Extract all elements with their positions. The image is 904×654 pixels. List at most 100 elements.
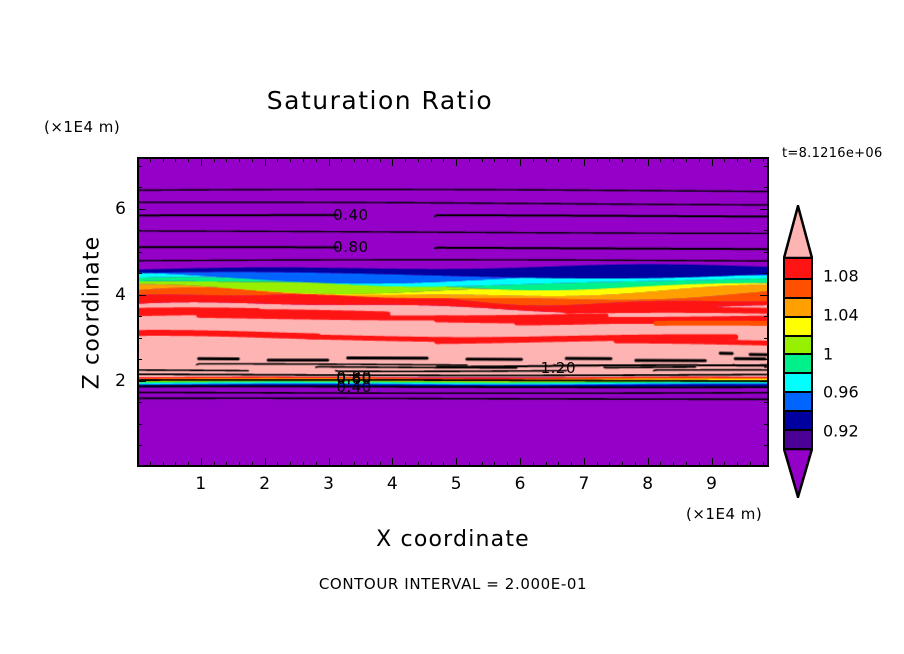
- x-axis-minor-tick: [494, 157, 496, 162]
- x-axis-minor-tick: [443, 157, 445, 162]
- x-axis-minor-tick: [507, 462, 509, 467]
- x-axis-minor-tick: [430, 462, 432, 467]
- x-axis-minor-tick: [686, 157, 687, 162]
- y-axis-minor-tick: [764, 251, 769, 253]
- contour-line-label: 0.40: [336, 378, 372, 397]
- colorbar-band: [785, 334, 811, 354]
- x-axis-minor-tick: [239, 462, 241, 467]
- x-axis-minor-tick: [354, 157, 356, 162]
- x-axis-tick: [456, 458, 458, 467]
- x-axis-tick: [647, 458, 649, 467]
- x-axis-minor-tick: [532, 462, 534, 467]
- x-axis-tick: [456, 157, 458, 166]
- x-axis-minor-tick: [532, 157, 534, 162]
- x-axis-minor-tick: [737, 462, 739, 467]
- x-axis-units-label: (×1E4 m): [686, 505, 763, 523]
- colorbar-band: [785, 429, 811, 448]
- x-axis-tick: [392, 458, 394, 467]
- x-axis-tick: [583, 157, 585, 166]
- x-axis-tick: [328, 458, 330, 467]
- y-axis-minor-tick: [764, 316, 769, 318]
- y-axis-tick: [137, 380, 146, 382]
- x-axis-minor-tick: [251, 157, 253, 162]
- colorbar-over-cap: [782, 201, 814, 260]
- y-axis-units-label: (×1E4 m): [44, 118, 121, 136]
- y-axis-tick: [760, 294, 769, 296]
- x-axis-minor-tick: [571, 462, 573, 467]
- x-axis-minor-tick: [162, 462, 164, 467]
- x-axis-minor-tick: [698, 462, 700, 467]
- x-axis-minor-tick: [571, 157, 573, 162]
- x-axis-tick-label: 8: [642, 474, 654, 494]
- y-axis-minor-tick: [137, 230, 142, 232]
- x-axis-minor-tick: [315, 157, 317, 162]
- x-axis-minor-tick: [149, 157, 151, 162]
- x-axis-minor-tick: [634, 462, 636, 467]
- contour-line-label: 0.80: [336, 367, 372, 386]
- x-axis-minor-tick: [226, 157, 228, 162]
- x-axis-minor-tick: [315, 462, 317, 467]
- y-axis-title: Z coordinate: [79, 235, 105, 390]
- colorbar[interactable]: [782, 201, 814, 502]
- colorbar-band: [785, 315, 811, 335]
- x-axis-minor-tick: [354, 462, 356, 467]
- x-axis-minor-tick: [507, 157, 509, 162]
- x-axis-minor-tick: [686, 462, 687, 467]
- y-axis-minor-tick: [764, 359, 769, 361]
- y-axis-minor-tick: [137, 165, 142, 167]
- y-axis-minor-tick: [764, 445, 769, 447]
- x-axis-minor-tick: [481, 462, 483, 467]
- x-axis-minor-tick: [596, 462, 598, 467]
- y-axis-minor-tick: [137, 187, 142, 189]
- contour-line-label: 0.40: [333, 206, 369, 225]
- x-axis-tick-label: 4: [386, 474, 398, 494]
- x-axis-minor-tick: [673, 462, 675, 467]
- x-axis-minor-tick: [277, 462, 279, 467]
- x-axis-minor-tick: [366, 462, 368, 467]
- x-axis-minor-tick: [302, 462, 304, 467]
- contour-line-label: 1.20: [540, 358, 577, 377]
- contour-plot-area[interactable]: [137, 157, 769, 467]
- colorbar-tick-label: 1.08: [823, 266, 859, 286]
- x-axis-minor-tick: [494, 462, 496, 467]
- y-axis-minor-tick: [764, 230, 769, 232]
- x-axis-minor-tick: [405, 157, 407, 162]
- y-axis-minor-tick: [137, 251, 142, 253]
- x-axis-minor-tick: [762, 462, 764, 467]
- x-axis-minor-tick: [175, 462, 177, 467]
- x-axis-minor-tick: [405, 462, 407, 467]
- y-axis-minor-tick: [137, 359, 142, 361]
- x-axis-minor-tick: [660, 462, 662, 467]
- y-axis-minor-tick: [764, 165, 769, 167]
- y-axis-minor-tick: [137, 445, 142, 447]
- x-axis-title: X coordinate: [376, 527, 530, 552]
- x-axis-tick: [711, 157, 713, 166]
- x-axis-minor-tick: [622, 462, 624, 467]
- colorbar-tick-label: 1.04: [823, 305, 859, 325]
- contour-field-canvas: [139, 159, 767, 465]
- x-axis-minor-tick: [251, 462, 253, 467]
- x-axis-minor-tick: [749, 157, 751, 162]
- x-axis-tick: [392, 157, 394, 166]
- x-axis-tick: [200, 458, 202, 467]
- x-axis-tick: [200, 157, 202, 166]
- x-axis-minor-tick: [226, 462, 228, 467]
- x-axis-minor-tick: [673, 157, 675, 162]
- x-axis-minor-tick: [749, 462, 751, 467]
- x-axis-minor-tick: [341, 462, 343, 467]
- x-axis-minor-tick: [417, 157, 419, 162]
- x-axis-minor-tick: [545, 157, 547, 162]
- x-axis-minor-tick: [149, 462, 151, 467]
- colorbar-tick-label: 0.92: [823, 421, 859, 441]
- y-axis-minor-tick: [764, 273, 769, 275]
- x-axis-minor-tick: [366, 157, 368, 162]
- x-axis-tick-label: 3: [323, 474, 334, 494]
- y-axis-minor-tick: [137, 402, 142, 404]
- x-axis-minor-tick: [188, 462, 190, 467]
- timestamp-label: t=8.1216e+06: [782, 146, 883, 161]
- colorbar-band: [785, 410, 811, 430]
- x-axis-minor-tick: [609, 462, 611, 467]
- x-axis-minor-tick: [762, 157, 764, 162]
- x-axis-tick: [711, 458, 713, 467]
- colorbar-tick-label: 1: [823, 344, 834, 363]
